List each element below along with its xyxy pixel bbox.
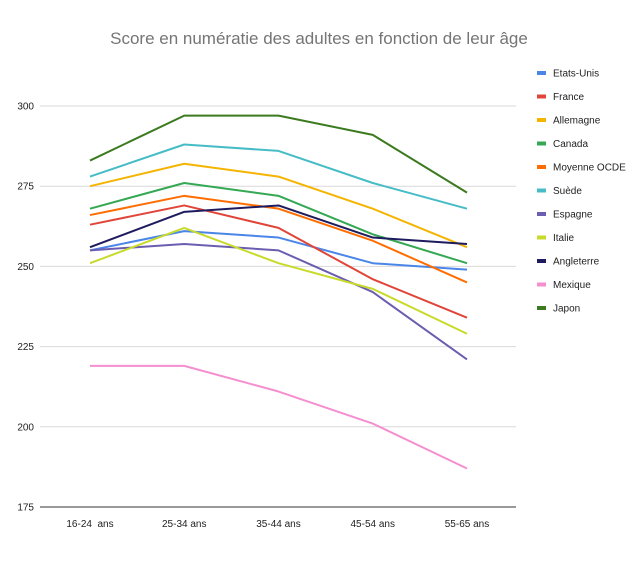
series-line: [89, 114, 468, 194]
y-tick-label: 275: [17, 182, 34, 193]
legend-label: Suède: [553, 186, 582, 197]
legend-label: France: [553, 92, 585, 103]
series-line: [89, 194, 468, 284]
chart-title: Score en numératie des adultes en foncti…: [110, 29, 528, 48]
legend-label: Angleterre: [553, 257, 600, 268]
series-line: [89, 242, 468, 361]
legend-label: Etats-Unis: [553, 69, 599, 80]
legend-swatch: [537, 118, 546, 122]
y-tick-label: 200: [17, 422, 34, 433]
series-line: [89, 230, 468, 271]
legend-label: Italie: [553, 233, 575, 244]
legend-swatch: [537, 71, 546, 75]
x-tick-label: 16-24 ans: [66, 519, 113, 530]
legend-swatch: [537, 259, 546, 263]
legend-swatch: [537, 212, 546, 216]
series-line: [89, 204, 468, 249]
y-tick-label: 225: [17, 342, 34, 353]
legend-swatch: [537, 141, 546, 146]
legend-label: Japon: [553, 304, 580, 315]
legend-swatch: [537, 94, 546, 99]
series-lines: [89, 114, 468, 470]
legend-label: Espagne: [553, 210, 593, 221]
y-tick-label: 175: [17, 503, 34, 514]
y-tick-label: 250: [17, 262, 34, 273]
legend-label: Moyenne OCDE: [553, 163, 626, 174]
x-axis-ticks: 16-24 ans 25-34 ans 35-44 ans 45-54 ans 55-6…: [66, 519, 489, 530]
series-line: [89, 162, 468, 249]
series-line: [89, 204, 468, 319]
legend-swatch: [537, 188, 546, 193]
gridlines: [40, 105, 516, 428]
legend-swatch: [537, 306, 546, 310]
series-line: [89, 226, 468, 335]
legend-label: Mexique: [553, 280, 591, 291]
x-tick-label: 45-54 ans: [351, 519, 395, 530]
legend: Etats-Unis France Allemagne Canada Moyenne O…: [537, 69, 626, 315]
y-tick-label: 300: [17, 102, 34, 113]
x-tick-label: 25-34 ans: [162, 519, 206, 530]
legend-swatch: [537, 282, 546, 287]
series-line: [89, 143, 468, 210]
x-tick-label: 35-44 ans: [256, 519, 300, 530]
y-axis-ticks: 175 200 225 250 275 300: [17, 102, 34, 514]
legend-label: Allemagne: [553, 116, 601, 127]
series-line: [89, 181, 468, 265]
legend-swatch: [537, 165, 546, 169]
series-line: [90, 364, 468, 470]
legend-swatch: [537, 235, 546, 240]
x-tick-label: 55-65 ans: [445, 519, 489, 530]
legend-label: Canada: [553, 139, 588, 150]
